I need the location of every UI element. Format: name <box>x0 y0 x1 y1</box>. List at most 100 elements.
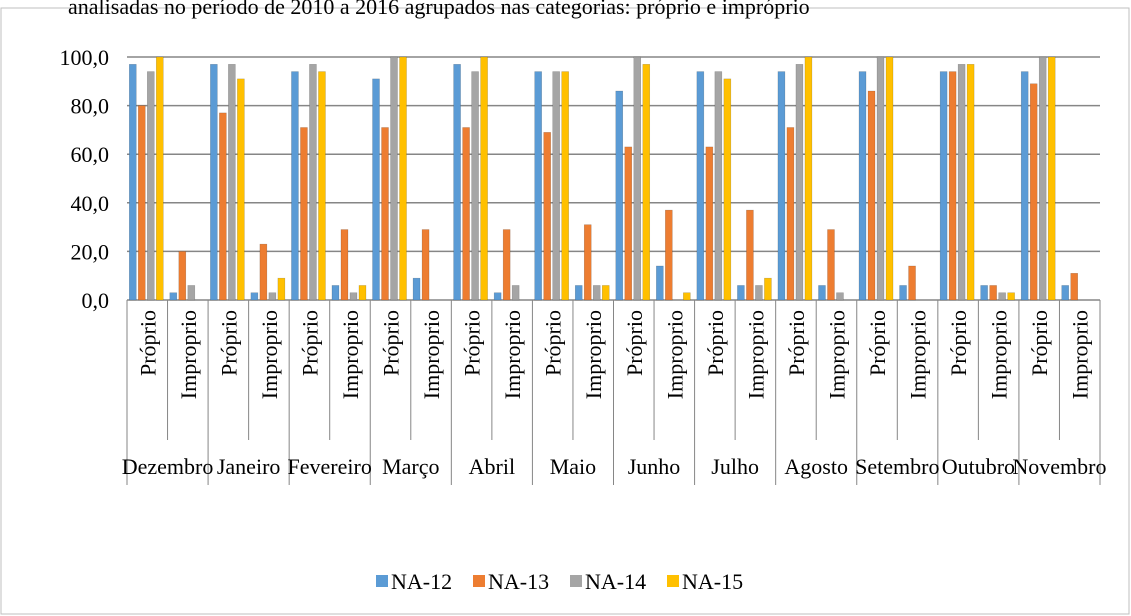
x-tick-label: Improprio <box>500 310 525 399</box>
bar <box>372 78 380 301</box>
x-tick-label: Próprio <box>1027 310 1052 376</box>
bar <box>412 277 421 301</box>
group-label: Dezembro <box>122 454 214 479</box>
bar <box>331 285 340 301</box>
bar <box>390 56 398 301</box>
x-tick-label: Improprio <box>1068 310 1093 399</box>
bar <box>138 105 146 301</box>
x-tick-label: Próprio <box>703 310 728 376</box>
x-tick-label: Improprio <box>987 310 1012 399</box>
y-tick-label: 40,0 <box>71 191 110 216</box>
bar <box>1029 83 1038 301</box>
x-tick-label: Improprio <box>176 310 201 399</box>
x-tick-label: Próprio <box>460 310 485 376</box>
bar <box>723 78 732 301</box>
bar <box>471 71 479 301</box>
bar <box>980 285 988 301</box>
legend-swatch <box>570 575 582 587</box>
x-tick-label: Próprio <box>135 310 160 376</box>
y-tick-label: 60,0 <box>71 142 110 167</box>
legend-swatch <box>667 575 679 587</box>
bar <box>705 146 714 301</box>
bar <box>885 56 894 301</box>
bar <box>543 132 551 301</box>
bar <box>827 229 835 301</box>
group-label: Junho <box>628 454 681 479</box>
bar <box>908 265 916 301</box>
bar <box>836 292 844 301</box>
bar <box>998 292 1006 301</box>
bar <box>421 229 430 301</box>
bar <box>804 56 813 301</box>
bar <box>129 64 137 301</box>
bar <box>318 71 326 301</box>
x-tick-label: Improprio <box>581 310 606 399</box>
bar <box>818 285 826 301</box>
x-tick-label: Próprio <box>784 310 809 376</box>
x-tick-label: Improprio <box>257 310 282 399</box>
bar <box>795 64 804 301</box>
bar <box>277 277 286 301</box>
bar <box>552 71 560 301</box>
legend-label: NA-15 <box>682 569 743 594</box>
bar <box>178 251 187 301</box>
bar <box>534 71 542 301</box>
bar <box>250 292 259 301</box>
bar <box>480 56 488 301</box>
bar <box>624 146 633 301</box>
y-tick-label: 20,0 <box>71 239 110 264</box>
bar <box>642 64 651 301</box>
bar <box>511 285 520 301</box>
bar <box>381 127 389 301</box>
x-tick-label: Próprio <box>865 310 890 376</box>
bar <box>777 71 786 301</box>
bar <box>268 292 277 301</box>
x-tick-label: Próprio <box>541 310 566 376</box>
x-tick-label: Improprio <box>824 310 849 399</box>
bar <box>300 127 308 301</box>
group-label: Abril <box>469 454 515 479</box>
bar <box>399 56 407 301</box>
bar <box>665 209 673 301</box>
y-tick-label: 0,0 <box>82 288 110 313</box>
group-label: Outubro <box>942 454 1015 479</box>
bar <box>259 243 268 301</box>
group-label: Novembro <box>1012 454 1106 479</box>
x-tick-label: Próprio <box>379 310 404 376</box>
legend-swatch <box>473 575 485 587</box>
bar <box>340 229 349 301</box>
group-label: Agosto <box>784 454 848 479</box>
bar <box>1038 56 1047 301</box>
bar <box>187 285 196 301</box>
legend-label: NA-12 <box>391 569 452 594</box>
bar <box>858 71 867 301</box>
bar <box>989 285 997 301</box>
bar <box>228 64 236 301</box>
bar <box>764 277 772 301</box>
group-label: Julho <box>711 454 759 479</box>
bar <box>291 71 299 301</box>
x-tick-label: Próprio <box>216 310 241 376</box>
y-tick-label: 100,0 <box>60 45 110 70</box>
x-tick-label: Improprio <box>743 310 768 399</box>
bar <box>1047 56 1056 301</box>
x-tick-label: Improprio <box>419 310 444 399</box>
bar <box>219 112 227 301</box>
bar <box>574 285 583 301</box>
bar <box>939 71 948 301</box>
bar <box>948 71 957 301</box>
x-tick-label: Improprio <box>338 310 363 399</box>
bar <box>714 71 723 301</box>
legend-swatch <box>376 575 388 587</box>
bar <box>656 265 664 301</box>
bar <box>493 292 502 301</box>
bar <box>755 285 763 301</box>
bar <box>867 90 876 301</box>
bar <box>1061 285 1069 301</box>
bar <box>502 229 511 301</box>
bar <box>966 64 975 301</box>
legend-label: NA-14 <box>585 569 646 594</box>
bar <box>169 292 178 301</box>
bar <box>1007 292 1015 301</box>
